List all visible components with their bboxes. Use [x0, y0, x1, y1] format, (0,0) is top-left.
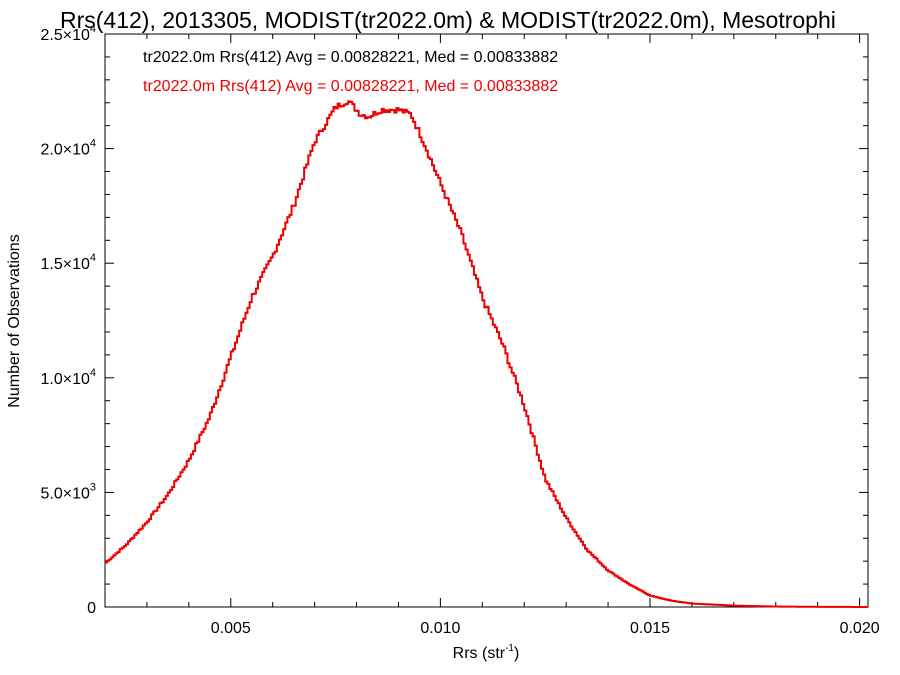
y-tick-label: 1.5×104	[40, 252, 96, 273]
legend-entry-1: tr2022.0m Rrs(412) Avg = 0.00828221, Med…	[143, 49, 558, 66]
y-tick-label: 0	[87, 600, 96, 617]
y-tick-label: 5.0×103	[40, 481, 96, 502]
legend-entry-2: tr2022.0m Rrs(412) Avg = 0.00828221, Med…	[143, 78, 558, 95]
x-tick-label: 0.015	[630, 620, 670, 637]
x-axis: 0.005 0.010 0.015 0.020	[146, 34, 880, 637]
y-tick-label: 2.5×104	[40, 23, 96, 44]
histogram-series-1	[105, 100, 868, 608]
x-tick-label: 0.005	[211, 620, 251, 637]
y-axis: 0 5.0×103 1.0×104 1.5×104 2.0×104 2.5×104	[40, 23, 868, 617]
y-axis-label: Number of Observations	[6, 234, 23, 407]
plot-frame	[104, 33, 869, 608]
series-layer	[105, 100, 868, 608]
x-tick-label: 0.020	[840, 620, 880, 637]
y-tick-label: 1.0×104	[40, 367, 96, 388]
x-axis-label: Rrs (str-1)	[453, 643, 520, 662]
plot-border	[104, 33, 869, 608]
chart-title: Rrs(412), 2013305, MODIST(tr2022.0m) & M…	[60, 7, 836, 33]
x-tick-label: 0.010	[420, 620, 460, 637]
y-tick-label: 2.0×104	[40, 138, 96, 159]
